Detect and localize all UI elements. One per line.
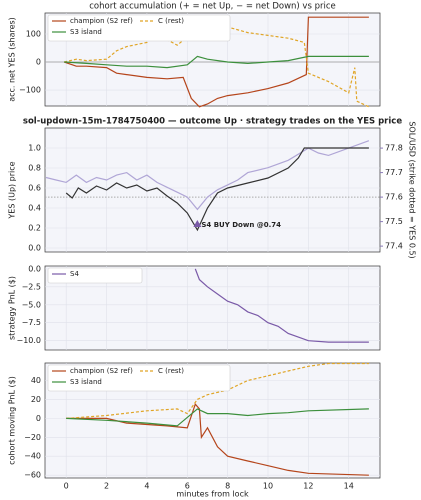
- series-line: [194, 268, 369, 343]
- y-axis-label: acc. net YES (shares): [8, 17, 17, 102]
- y-tick-label: −5.0: [22, 300, 41, 309]
- x-tick-label: 12: [303, 482, 313, 491]
- series-line: [64, 55, 369, 69]
- x-tick-label: 2: [104, 482, 109, 491]
- legend-label: C (rest): [158, 367, 184, 375]
- x-tick-label: 6: [185, 482, 190, 491]
- y-tick-label: −7.5: [22, 318, 41, 327]
- x-axis-label: minutes from lock: [176, 490, 249, 499]
- y2-tick-label: 77.7: [385, 168, 403, 177]
- y-tick-label: 0.0: [28, 264, 41, 273]
- y-tick-label: 0: [36, 58, 41, 67]
- trade-marker: [193, 220, 202, 227]
- y-tick-label: 0.8: [28, 164, 41, 173]
- y2-tick-label: 77.5: [385, 217, 403, 226]
- y-tick-label: 0.2: [28, 224, 41, 233]
- series-line: [66, 403, 369, 476]
- y-tick-label: 0.4: [28, 204, 41, 213]
- legend-label: champion (S2 ref): [70, 367, 133, 375]
- plot-area: [44, 127, 381, 253]
- legend-label: champion (S2 ref): [70, 17, 133, 25]
- y-tick-label: −40: [24, 452, 41, 461]
- trade-label: S4 BUY Down @0.74: [201, 221, 281, 229]
- y-tick-label: −20: [24, 433, 41, 442]
- y-tick-label: 0.6: [28, 184, 41, 193]
- series-line: [65, 147, 369, 232]
- y-axis-label: strategy PnL ($): [8, 276, 17, 340]
- y-axis-label: cohort moving PnL ($): [8, 376, 17, 465]
- legend-label: S3 island: [70, 28, 102, 36]
- panel-title: sol-updown-15m-1784750400 — outcome Up ·…: [23, 117, 402, 127]
- y-tick-label: 20: [31, 395, 41, 404]
- x-tick-label: 4: [144, 482, 149, 491]
- y2-axis-label: SOL/USD (strike dotted = YES 0.5): [408, 121, 417, 258]
- y2-tick-label: 77.6: [385, 193, 403, 202]
- x-tick-label: 14: [344, 482, 354, 491]
- x-tick-label: 10: [263, 482, 273, 491]
- x-tick-label: 8: [225, 482, 230, 491]
- y-tick-label: −2.5: [22, 282, 41, 291]
- y-tick-label: −10.0: [16, 336, 41, 345]
- legend-label: S3 island: [70, 378, 102, 386]
- y2-tick-label: 77.8: [385, 144, 403, 153]
- y-tick-label: −100: [19, 86, 41, 95]
- panel-title: cohort accumulation (+ = net Up, − = net…: [89, 2, 336, 12]
- series-line: [45, 140, 370, 211]
- y2-tick-label: 77.4: [385, 242, 403, 251]
- legend-label: C (rest): [158, 17, 184, 25]
- y-tick-label: 100: [26, 30, 41, 39]
- y-tick-label: 40: [31, 376, 41, 385]
- legend-box: [47, 14, 231, 42]
- legend-box: [47, 267, 143, 284]
- legend-box: [47, 364, 231, 392]
- y-tick-label: −60: [24, 471, 41, 480]
- y-tick-label: 0: [36, 414, 41, 423]
- series-line: [64, 16, 369, 108]
- x-tick-label: 0: [64, 482, 69, 491]
- y-tick-label: 0.0: [28, 244, 41, 253]
- legend-label: S4: [70, 270, 79, 278]
- y-tick-label: 1.0: [28, 144, 41, 153]
- series-line: [66, 408, 369, 427]
- y-axis-label: YES (Up) price: [8, 161, 17, 219]
- series-line: [66, 362, 369, 419]
